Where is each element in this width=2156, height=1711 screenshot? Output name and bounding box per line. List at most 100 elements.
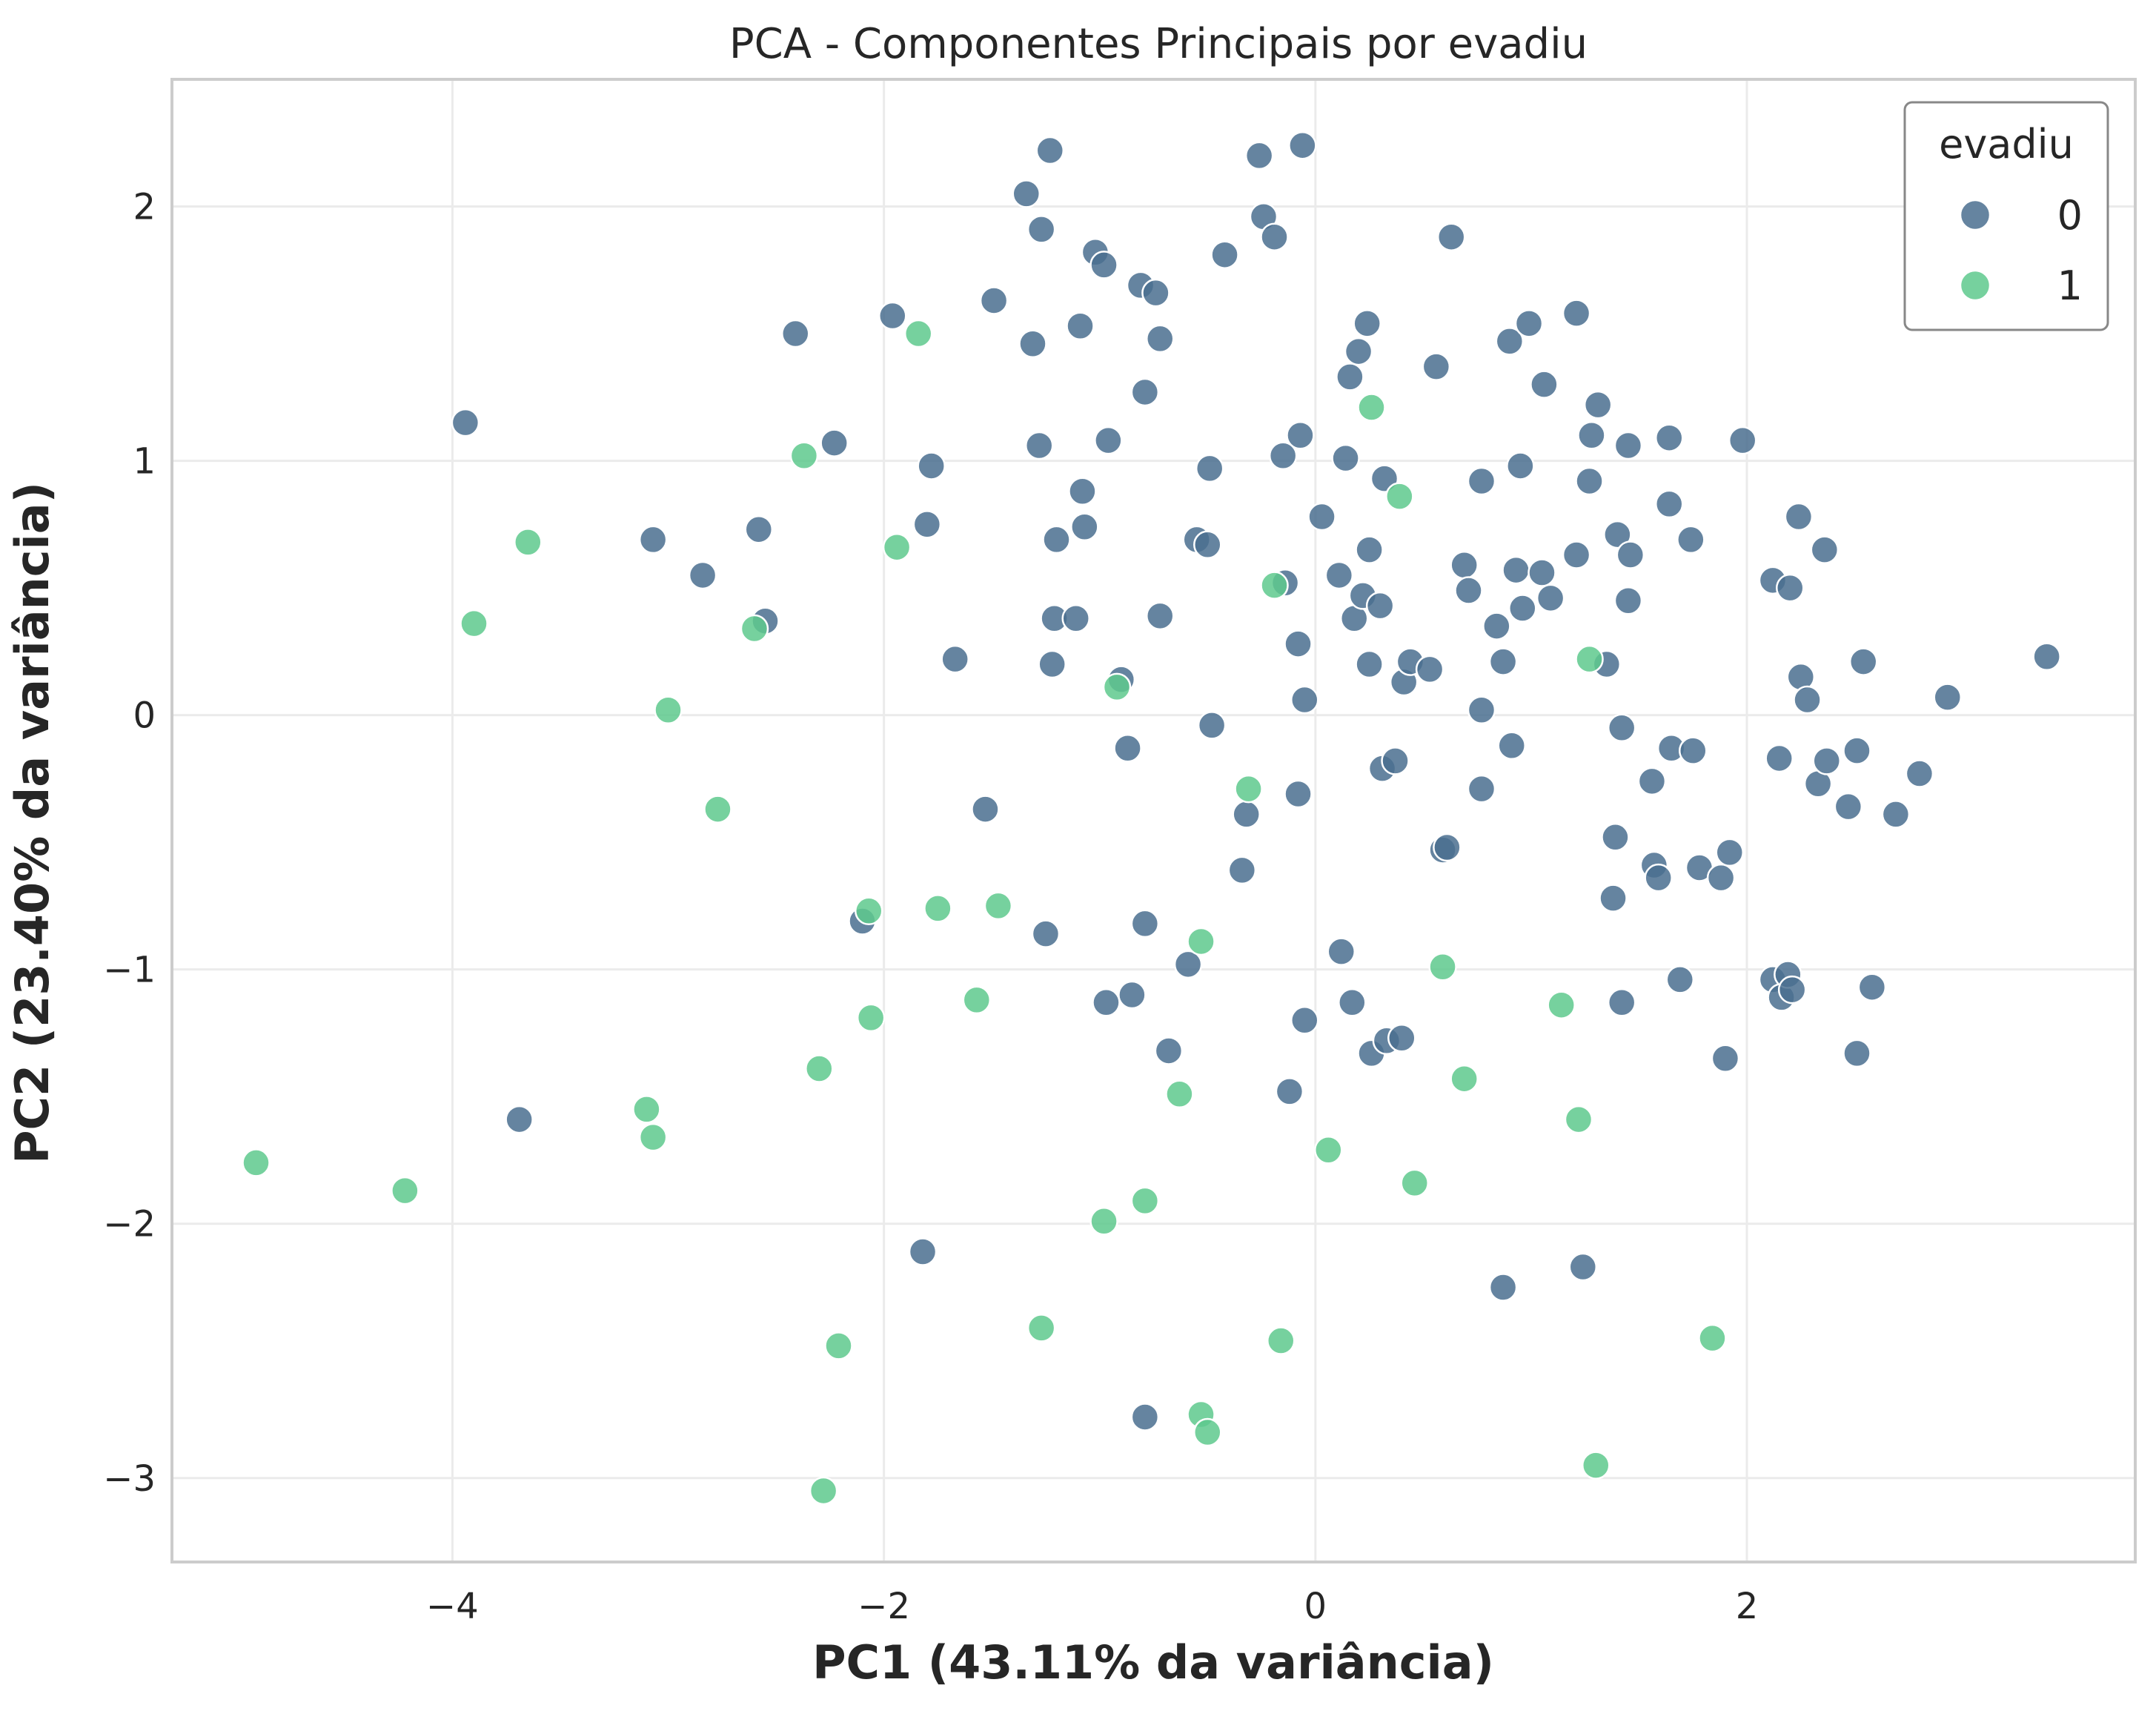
legend-items: 01: [1959, 192, 2083, 309]
data-point-series-0: [1536, 583, 1565, 613]
data-point-series-0: [1607, 988, 1636, 1017]
data-point-series-1: [1314, 1136, 1343, 1165]
data-point-series-1: [984, 891, 1013, 921]
data-point-series-0: [1094, 426, 1123, 455]
data-point-series-0: [505, 1105, 534, 1134]
data-point-series-0: [1530, 370, 1559, 399]
data-point-series-0: [1433, 833, 1462, 862]
data-point-series-1: [1564, 1105, 1593, 1134]
legend: evadiu 01: [1903, 101, 2109, 331]
data-point-series-0: [1275, 1077, 1304, 1106]
data-point-series-0: [1130, 909, 1160, 939]
data-point-series-1: [703, 795, 732, 824]
data-point-series-1: [962, 985, 992, 1015]
data-point-series-1: [923, 894, 952, 923]
legend-frame: [1903, 101, 2109, 331]
data-point-series-0: [1130, 377, 1160, 407]
data-point-series-0: [1488, 1273, 1518, 1302]
data-point-series-0: [1381, 747, 1410, 775]
data-point-series-0: [1848, 647, 1878, 676]
data-point-series-1: [809, 1476, 838, 1506]
data-point-series-0: [1260, 222, 1289, 251]
data-point-series-0: [1232, 800, 1261, 829]
data-points: [242, 130, 2061, 1506]
data-point-series-0: [1338, 988, 1367, 1017]
data-point-series-1: [1428, 953, 1457, 982]
data-point-series-0: [1436, 222, 1466, 251]
data-point-series-0: [1637, 767, 1667, 796]
data-point-series-1: [242, 1148, 271, 1177]
data-point-series-0: [1355, 649, 1384, 679]
data-point-series-0: [1113, 733, 1142, 763]
data-point-series-1: [805, 1054, 834, 1083]
data-point-series-0: [979, 286, 1009, 315]
data-point-series-1: [856, 1003, 886, 1033]
data-point-series-0: [1616, 540, 1645, 569]
data-point-series-1: [1187, 927, 1215, 956]
data-point-series-1: [1026, 1314, 1056, 1343]
data-point-series-0: [1467, 466, 1496, 496]
data-point-series-0: [1842, 736, 1871, 765]
data-point-series-0: [1038, 649, 1067, 679]
data-point-series-0: [1450, 550, 1479, 580]
legend-label: 1: [2057, 262, 2083, 309]
x-tick-label: 2: [1736, 1586, 1759, 1627]
data-point-series-0: [1497, 731, 1526, 761]
data-point-series-0: [1145, 601, 1175, 631]
data-point-series-0: [1118, 980, 1147, 1010]
data-point-series-0: [1495, 327, 1525, 356]
data-point-series-0: [1290, 685, 1319, 715]
data-point-series-0: [1042, 525, 1071, 555]
data-point-series-0: [1775, 573, 1805, 603]
data-point-series-1: [1130, 1186, 1160, 1216]
data-point-series-0: [1130, 1403, 1160, 1432]
data-point-series-1: [882, 532, 912, 562]
data-point-series-0: [820, 428, 849, 457]
data-point-series-0: [1353, 309, 1382, 338]
data-point-series-1: [1193, 1417, 1222, 1447]
data-point-series-0: [1154, 1036, 1184, 1065]
data-point-series-1: [789, 441, 819, 470]
data-point-series-1: [1234, 774, 1263, 804]
data-point-series-0: [1145, 324, 1175, 354]
y-tick-label: 0: [133, 695, 156, 737]
data-point-series-0: [1288, 130, 1317, 160]
data-point-series-0: [1141, 278, 1170, 308]
data-point-series-1: [1575, 644, 1604, 674]
data-point-series-0: [1654, 423, 1684, 452]
data-point-series-0: [1092, 988, 1121, 1017]
data-point-series-0: [1066, 311, 1095, 341]
data-point-series-1: [1260, 571, 1289, 600]
data-point-series-0: [1601, 823, 1630, 852]
data-point-series-0: [1644, 863, 1673, 893]
data-point-series-1: [854, 896, 883, 926]
data-point-series-0: [1336, 363, 1364, 391]
data-point-series-0: [1812, 747, 1841, 775]
data-point-series-0: [638, 525, 668, 555]
data-point-series-0: [908, 1237, 938, 1266]
data-point-series-1: [1357, 393, 1386, 422]
data-point-series-0: [1599, 884, 1628, 913]
x-tick-label: −2: [858, 1586, 910, 1627]
data-point-series-0: [451, 408, 480, 437]
data-point-series-0: [1793, 685, 1822, 715]
data-point-series-0: [912, 510, 942, 539]
data-point-series-0: [1508, 594, 1537, 623]
data-point-series-1: [514, 528, 543, 557]
data-point-series-0: [2032, 642, 2061, 671]
data-point-series-1: [903, 319, 933, 348]
data-point-series-0: [1026, 215, 1056, 244]
data-point-series-0: [1678, 736, 1708, 765]
data-point-series-0: [1467, 695, 1496, 725]
legend-label: 0: [2057, 192, 2083, 239]
data-point-series-0: [1173, 950, 1203, 979]
data-point-series-0: [1842, 1039, 1871, 1068]
data-point-series-0: [1422, 352, 1451, 381]
data-point-series-1: [654, 695, 683, 725]
data-point-series-0: [1018, 329, 1047, 359]
data-point-series-0: [1195, 454, 1224, 483]
legend-title: evadiu: [1939, 121, 2074, 168]
data-point-series-0: [1765, 744, 1794, 773]
data-point-series-0: [1562, 540, 1591, 569]
